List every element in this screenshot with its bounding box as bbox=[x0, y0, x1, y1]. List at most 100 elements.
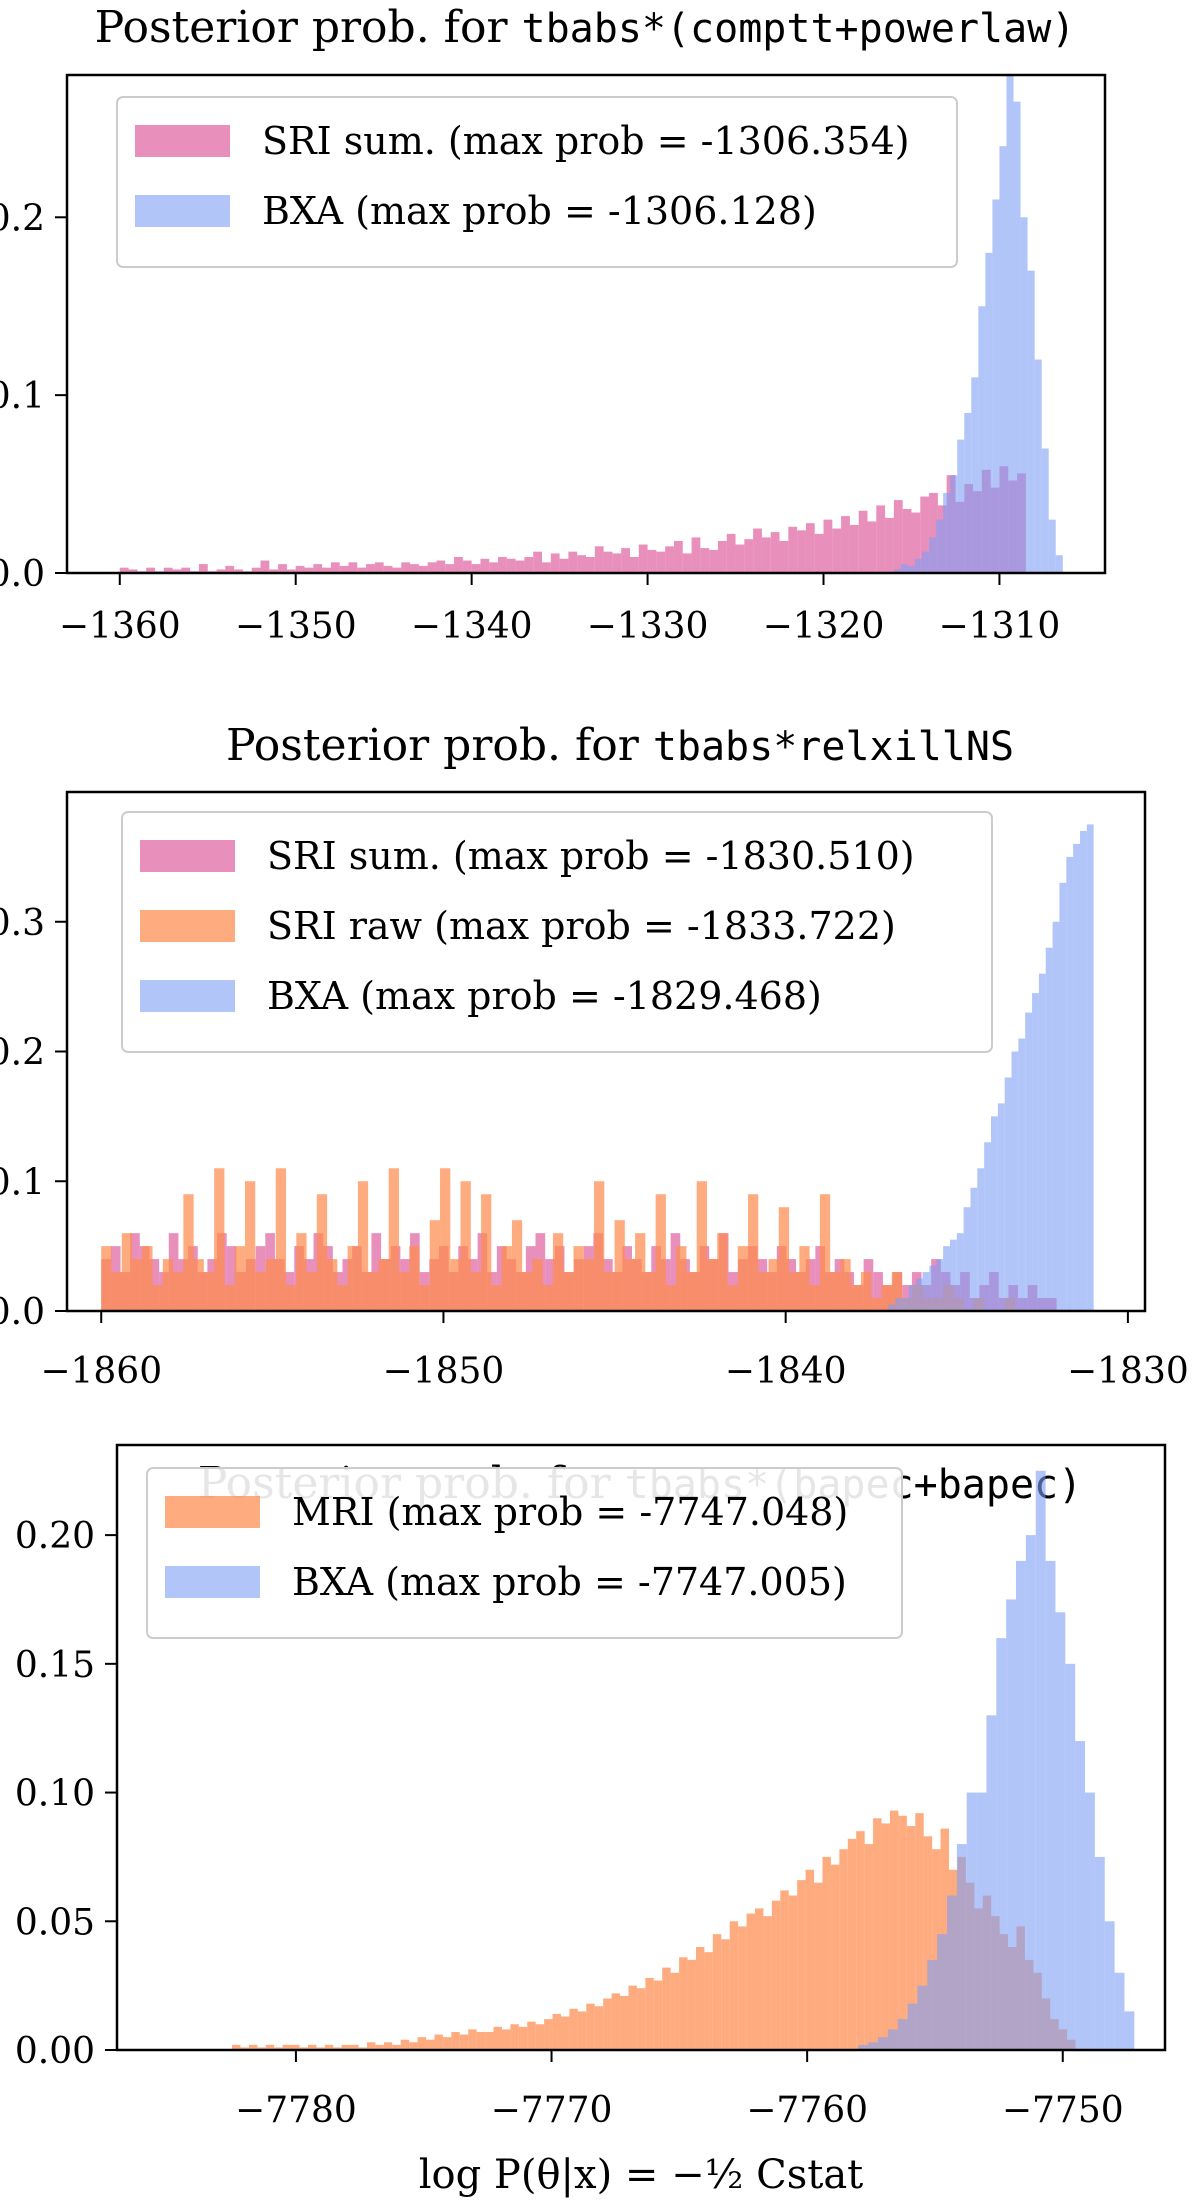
histogram-bar bbox=[914, 558, 923, 573]
histogram-bar bbox=[506, 558, 516, 573]
histogram-bar bbox=[814, 1882, 823, 2050]
chart-title-model: tbabs*(comptt+powerlaw) bbox=[521, 6, 1075, 52]
legend-label: SRI sum. (max prob = -1306.354) bbox=[262, 119, 910, 163]
histogram-bar bbox=[172, 569, 182, 573]
histogram-bar bbox=[729, 1921, 739, 2050]
histogram-bar bbox=[366, 2042, 376, 2050]
histogram-bar bbox=[996, 1638, 1007, 2050]
histogram-bar bbox=[676, 1246, 687, 1311]
legend-swatch bbox=[140, 980, 235, 1012]
histogram-bar bbox=[324, 2044, 334, 2050]
histogram-bar bbox=[577, 2011, 587, 2050]
histogram-bar bbox=[1027, 270, 1035, 573]
histogram-bar bbox=[450, 1259, 461, 1311]
x-tick-label: −7760 bbox=[746, 2090, 868, 2131]
histogram-bar bbox=[278, 564, 287, 573]
series-0 bbox=[119, 466, 1026, 573]
legend-label: BXA (max prob = -1829.468) bbox=[267, 974, 822, 1018]
histogram-bar bbox=[560, 2016, 570, 2050]
histogram-bar bbox=[943, 492, 951, 573]
histogram-bar bbox=[240, 2047, 249, 2050]
histogram-bar bbox=[662, 1967, 671, 2050]
histogram-bar bbox=[544, 2019, 553, 2050]
histogram-bar bbox=[417, 2037, 427, 2050]
histogram-bar bbox=[778, 1207, 790, 1311]
histogram-bar bbox=[522, 1272, 533, 1311]
histogram-bar bbox=[679, 1957, 688, 2050]
histogram-bar bbox=[670, 1972, 680, 2050]
histogram-bar bbox=[378, 1259, 389, 1311]
histogram-bar bbox=[392, 567, 402, 573]
x-tick-label: −1360 bbox=[59, 606, 181, 647]
histogram-bar bbox=[768, 1259, 779, 1311]
histogram-bar bbox=[1041, 448, 1049, 573]
histogram-bar bbox=[823, 519, 833, 573]
histogram-bar bbox=[350, 2044, 359, 2050]
histogram-bar bbox=[1006, 1599, 1017, 2050]
y-tick-label: 0.1 bbox=[0, 1162, 45, 1203]
histogram-bar bbox=[586, 556, 595, 573]
histogram-bar bbox=[419, 1285, 430, 1311]
legend-swatch bbox=[140, 910, 235, 942]
histogram-bar bbox=[984, 1142, 991, 1311]
legend-label: BXA (max prob = -7747.005) bbox=[292, 1560, 847, 1604]
histogram-bar bbox=[224, 1285, 235, 1311]
histogram-bar bbox=[881, 1823, 890, 2050]
x-tick-label: −1320 bbox=[763, 606, 885, 647]
histogram-bar bbox=[797, 530, 806, 573]
histogram-bar bbox=[819, 1194, 831, 1311]
histogram-bar bbox=[971, 377, 979, 573]
histogram-bar bbox=[897, 2019, 908, 2050]
histogram-bar bbox=[673, 540, 683, 573]
histogram-bar bbox=[656, 551, 666, 573]
histogram-bar bbox=[809, 1285, 820, 1311]
histogram-bar bbox=[226, 1246, 237, 1311]
chart-title: Posterior prob. for tbabs*relxillNS bbox=[226, 720, 1014, 771]
histogram-bar bbox=[269, 569, 279, 573]
histogram-bar bbox=[436, 560, 446, 573]
histogram-bar bbox=[152, 1285, 163, 1311]
histogram-bar bbox=[908, 1285, 916, 1311]
histogram-bar bbox=[871, 1298, 882, 1311]
chart-title-prefix: Posterior prob. for bbox=[226, 720, 653, 771]
histogram-bar bbox=[251, 567, 261, 573]
histogram-bar bbox=[1025, 1012, 1033, 1311]
histogram-bar bbox=[214, 1168, 225, 1311]
histogram-bar bbox=[611, 1993, 621, 2050]
histogram-bar bbox=[569, 2008, 578, 2050]
histogram-bar bbox=[333, 2047, 342, 2050]
histogram-bar bbox=[978, 306, 986, 573]
histogram-bar bbox=[491, 1285, 502, 1311]
histogram-bar bbox=[1055, 1612, 1066, 2050]
histogram-bar bbox=[614, 1220, 625, 1311]
histogram-bar bbox=[460, 1181, 471, 1311]
histogram-bar bbox=[876, 505, 886, 573]
histogram-bar bbox=[986, 1715, 997, 2050]
legend-swatch bbox=[135, 125, 230, 157]
histogram-bar bbox=[132, 1259, 143, 1311]
histogram-bar bbox=[665, 1285, 677, 1311]
histogram-bar bbox=[655, 1194, 666, 1311]
panel-relxillns: Posterior prob. for tbabs*relxillNS −1860… bbox=[0, 720, 1189, 1392]
histogram-bar bbox=[299, 2047, 308, 2050]
histogram-bar bbox=[799, 1246, 810, 1311]
histogram-bar bbox=[907, 565, 915, 573]
histogram-bar bbox=[552, 1233, 564, 1311]
histogram-bar bbox=[956, 1844, 967, 2050]
x-tick-label: −1830 bbox=[1067, 1351, 1189, 1392]
histogram-bar bbox=[322, 567, 331, 573]
histogram-bar bbox=[670, 1233, 681, 1311]
histogram-bar bbox=[121, 1233, 133, 1311]
histogram-bar bbox=[963, 1207, 971, 1311]
histogram-bar bbox=[929, 1265, 937, 1311]
histogram-bar bbox=[409, 1246, 420, 1311]
histogram-bar bbox=[805, 1869, 815, 2050]
histogram-bar bbox=[410, 564, 419, 573]
histogram-bar bbox=[286, 569, 296, 573]
histogram-bar bbox=[193, 1259, 204, 1311]
histogram-bar bbox=[709, 549, 718, 573]
histogram-bar bbox=[532, 1259, 543, 1311]
histogram-bar bbox=[586, 2003, 595, 2050]
histogram-bar bbox=[997, 1103, 1005, 1311]
